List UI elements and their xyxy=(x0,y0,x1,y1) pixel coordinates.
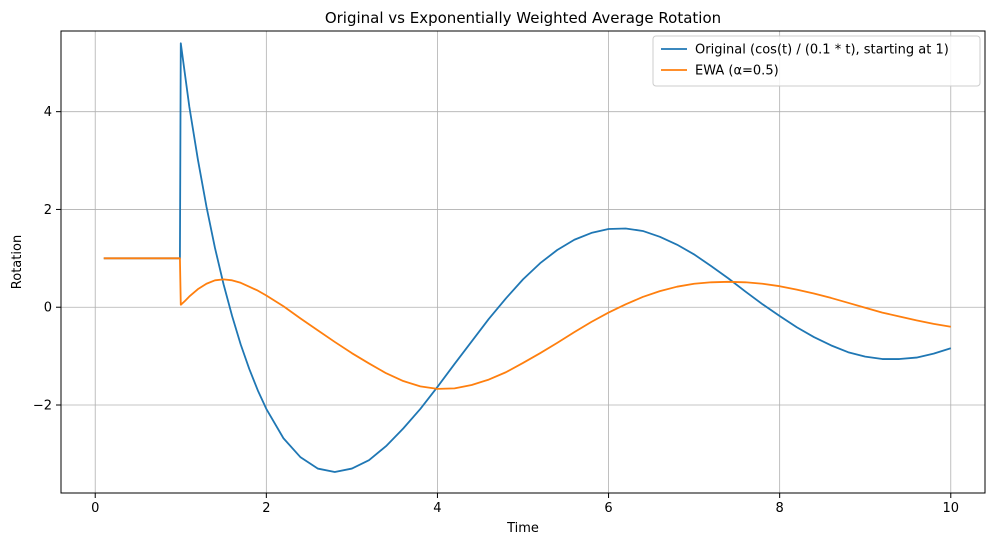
grid-lines xyxy=(61,31,985,493)
series-line-0 xyxy=(103,42,952,473)
legend-label-1: EWA (α=0.5) xyxy=(695,64,779,79)
x-tick-label: 2 xyxy=(262,501,270,516)
x-tick-label: 0 xyxy=(91,501,99,516)
y-tick-label: 2 xyxy=(44,203,52,218)
y-tick-label: 0 xyxy=(44,301,52,316)
series-line-1 xyxy=(103,257,951,390)
x-axis-label: Time xyxy=(506,521,539,536)
x-tick-label: 4 xyxy=(433,501,441,516)
legend-label-0: Original (cos(t) / (0.1 * t), starting a… xyxy=(695,43,949,58)
y-axis-label: Rotation xyxy=(10,235,25,289)
chart-title: Original vs Exponentially Weighted Avera… xyxy=(325,9,721,27)
plot-frame xyxy=(60,30,986,494)
x-tick-label: 10 xyxy=(943,501,960,516)
x-tick-label: 8 xyxy=(776,501,784,516)
axis-ticks: 0 2 4 6 8 10 −2 0 2 4 xyxy=(33,105,959,516)
legend: Original (cos(t) / (0.1 * t), starting a… xyxy=(652,35,981,87)
legend-box xyxy=(652,35,981,87)
y-tick-label: −2 xyxy=(33,399,52,414)
series-group xyxy=(103,42,952,473)
x-tick-label: 6 xyxy=(604,501,612,516)
y-tick-label: 4 xyxy=(44,105,52,120)
